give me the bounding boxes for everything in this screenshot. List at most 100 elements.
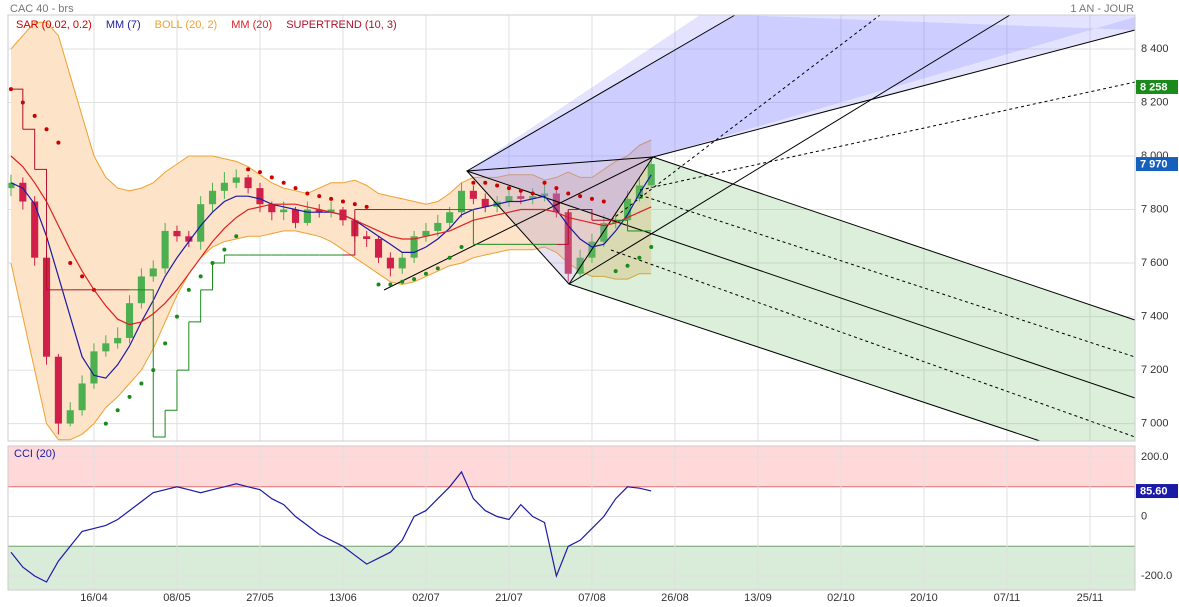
supertrend-segment xyxy=(165,370,178,411)
candle-body xyxy=(291,209,300,223)
candle-body xyxy=(197,204,205,242)
candle-body xyxy=(635,185,643,199)
axes-layer: 16/04 08/05 27/05 13/06 02/07 21/07 07/08 26/08… xyxy=(16,19,1178,604)
candle-body xyxy=(647,164,655,186)
candle-body xyxy=(446,212,454,223)
candle-body xyxy=(244,177,252,189)
pitchfork-line xyxy=(383,156,654,291)
legend-label: MM (7) xyxy=(106,19,141,31)
x-tick-label: 13/06 xyxy=(329,592,357,604)
cci-line xyxy=(10,470,652,583)
sar-dot xyxy=(530,191,535,196)
overlay-layer xyxy=(8,87,654,583)
candle-body xyxy=(78,383,86,411)
sar-dot xyxy=(518,188,523,193)
candle-body xyxy=(505,196,513,202)
candle-body xyxy=(540,193,549,197)
sar-dot xyxy=(139,381,144,386)
sar-dot xyxy=(483,180,488,185)
pitchfork-line xyxy=(639,194,1136,358)
pitchfork-line xyxy=(639,81,1136,191)
pitchfork xyxy=(383,14,1136,442)
candle-body xyxy=(517,196,525,199)
main-frame xyxy=(7,14,1136,442)
sar-dot xyxy=(246,167,251,172)
sar-dot xyxy=(589,196,594,201)
sar-dot xyxy=(649,244,654,249)
sar-dot xyxy=(305,191,310,196)
candle-body xyxy=(623,198,632,221)
candle-body xyxy=(208,190,217,205)
candle-body xyxy=(303,209,311,223)
cci-title: CCI (20) xyxy=(14,448,56,460)
supertrend-segment xyxy=(176,321,190,371)
x-tick-label: 02/10 xyxy=(827,592,855,604)
sar-dot xyxy=(234,234,239,239)
sar-dot xyxy=(198,274,203,279)
sar-dot xyxy=(495,183,500,188)
sar-dot xyxy=(423,271,428,276)
sar-dot xyxy=(127,394,132,399)
candle-body xyxy=(434,222,442,231)
candle-body xyxy=(54,356,62,424)
pitchfork-line xyxy=(610,14,881,221)
sar-dot xyxy=(412,277,417,282)
candle-body xyxy=(114,337,122,344)
candle-body xyxy=(232,177,240,183)
x-tick-label: 27/05 xyxy=(246,592,274,604)
candle-body xyxy=(125,303,134,338)
x-tick-label: 08/05 xyxy=(163,592,191,604)
candle-body xyxy=(576,257,584,274)
sar-dot xyxy=(459,244,464,249)
y-tick-label: 7 600 xyxy=(1141,257,1169,269)
candle-body xyxy=(173,230,181,237)
candle-body xyxy=(220,182,228,191)
sar-dot xyxy=(388,282,393,287)
sar-dot xyxy=(68,261,73,266)
candle-body xyxy=(19,182,27,202)
supertrend-segment xyxy=(34,168,48,290)
x-tick-label: 07/11 xyxy=(994,592,1021,604)
y-tick-label: 7 400 xyxy=(1141,310,1169,322)
y-tick-label: 200.0 xyxy=(1141,451,1169,463)
sar-dot xyxy=(317,194,322,199)
sar-dot xyxy=(601,199,606,204)
sar-dot xyxy=(352,202,357,207)
sar-dot xyxy=(613,269,618,274)
bollinger-lower xyxy=(10,230,652,441)
candle-body xyxy=(185,236,193,242)
candle-body xyxy=(149,268,157,277)
moving-average xyxy=(10,155,652,326)
legend-label: SUPERTREND (10, 3) xyxy=(286,19,396,31)
pitchfork-line xyxy=(466,170,1136,399)
cci-marker-label: 85.60 xyxy=(1140,485,1168,497)
bollinger-band xyxy=(11,22,652,440)
overbought-zone xyxy=(8,446,1135,487)
chart-title: CAC 40 - brs xyxy=(10,3,74,15)
sar-dot xyxy=(103,421,108,426)
supertrend-segment xyxy=(188,289,202,323)
sar-dot xyxy=(293,186,298,191)
candle-body xyxy=(410,236,418,258)
supertrend-segment xyxy=(10,88,24,130)
axis-background xyxy=(1136,0,1179,607)
candle-body xyxy=(529,196,537,199)
sar-dot xyxy=(340,199,345,204)
price-marker-label: 7 970 xyxy=(1140,158,1168,170)
supertrend-segment xyxy=(461,209,474,245)
supertrend-segment xyxy=(615,219,629,231)
candle-body xyxy=(386,257,394,269)
sar-dot xyxy=(400,279,405,284)
sar-dot xyxy=(281,180,286,185)
pitchfork-line xyxy=(652,156,1136,321)
pitchfork-line xyxy=(568,283,1041,442)
cci-frame xyxy=(7,445,1136,591)
pitchfork-blue-zone xyxy=(467,15,1135,171)
x-tick-label: 26/08 xyxy=(661,592,689,604)
sar-dot xyxy=(637,255,642,260)
candle-body xyxy=(315,209,323,213)
sar-dot xyxy=(506,186,511,191)
supertrend-segment xyxy=(153,410,166,438)
x-tick-label: 20/10 xyxy=(910,592,938,604)
